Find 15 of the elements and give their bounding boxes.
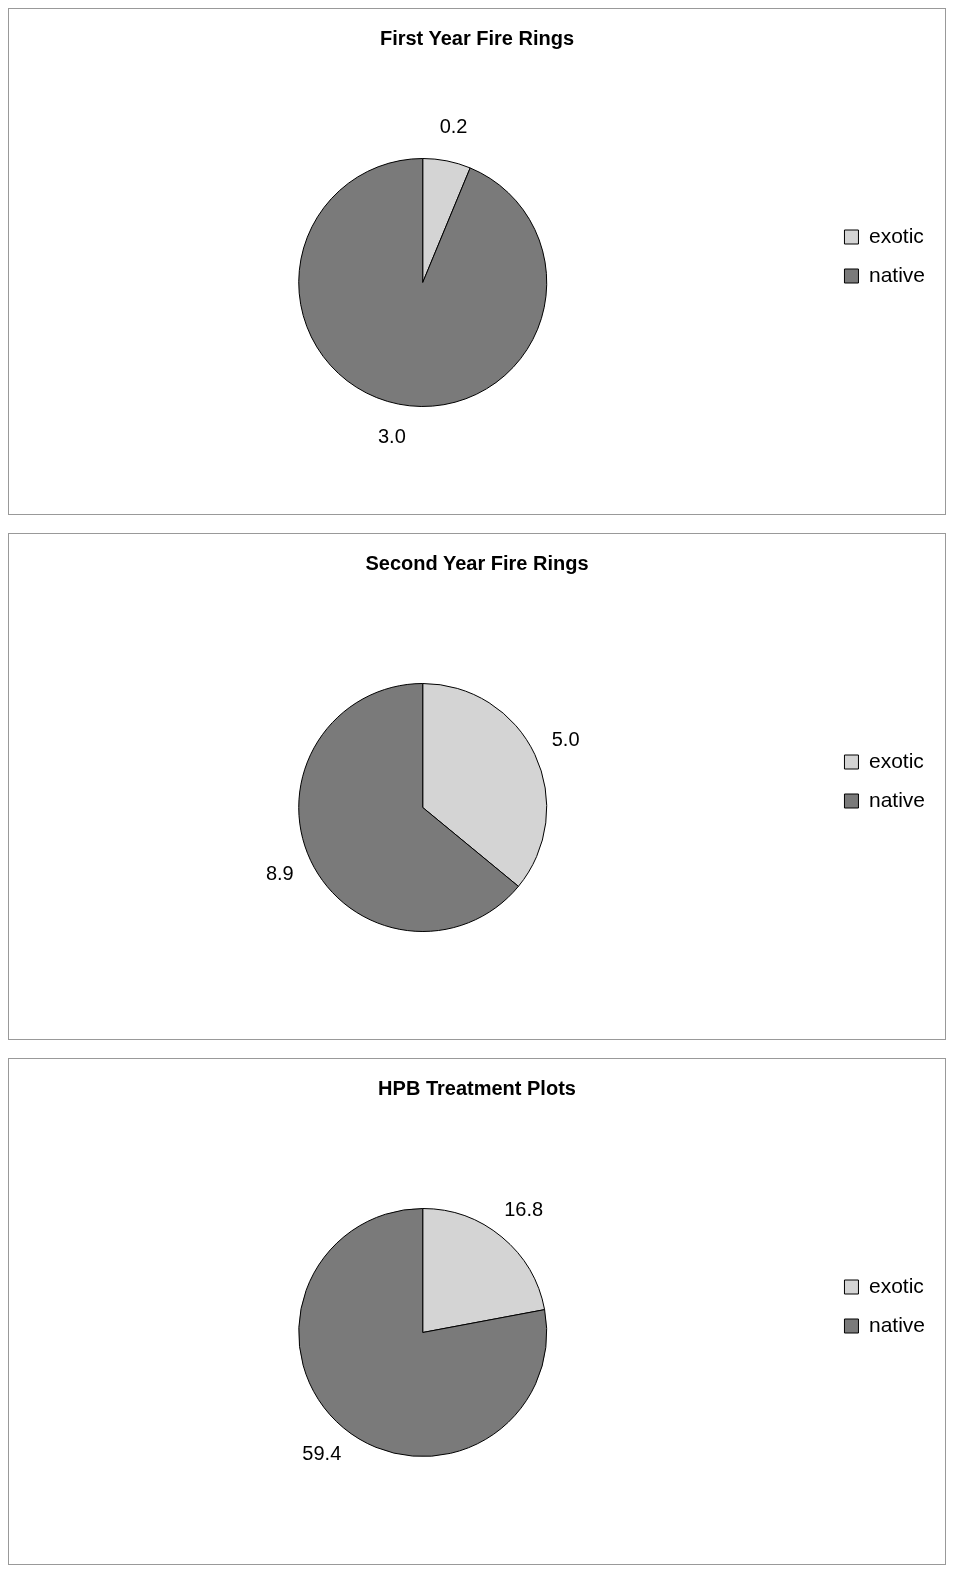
data-label: 59.4: [302, 1441, 342, 1464]
legend-label: native: [868, 1312, 926, 1336]
chart-title: HPB Treatment Plots: [378, 1076, 576, 1099]
data-label: 3.0: [378, 424, 406, 447]
data-label: 5.0: [551, 727, 580, 750]
data-label: 16.8: [504, 1198, 544, 1221]
data-label: 0.2: [439, 115, 468, 138]
legend-label: exotic: [868, 748, 924, 772]
chart-title: First Year Fire Rings: [379, 26, 575, 49]
legend-label: exotic: [868, 1273, 924, 1297]
legend-label: native: [868, 787, 926, 811]
data-label: 8.9: [265, 862, 294, 885]
legend-label: native: [868, 262, 926, 286]
legend-label: exotic: [868, 223, 924, 247]
chart-title: Second Year Fire Rings: [365, 551, 589, 574]
